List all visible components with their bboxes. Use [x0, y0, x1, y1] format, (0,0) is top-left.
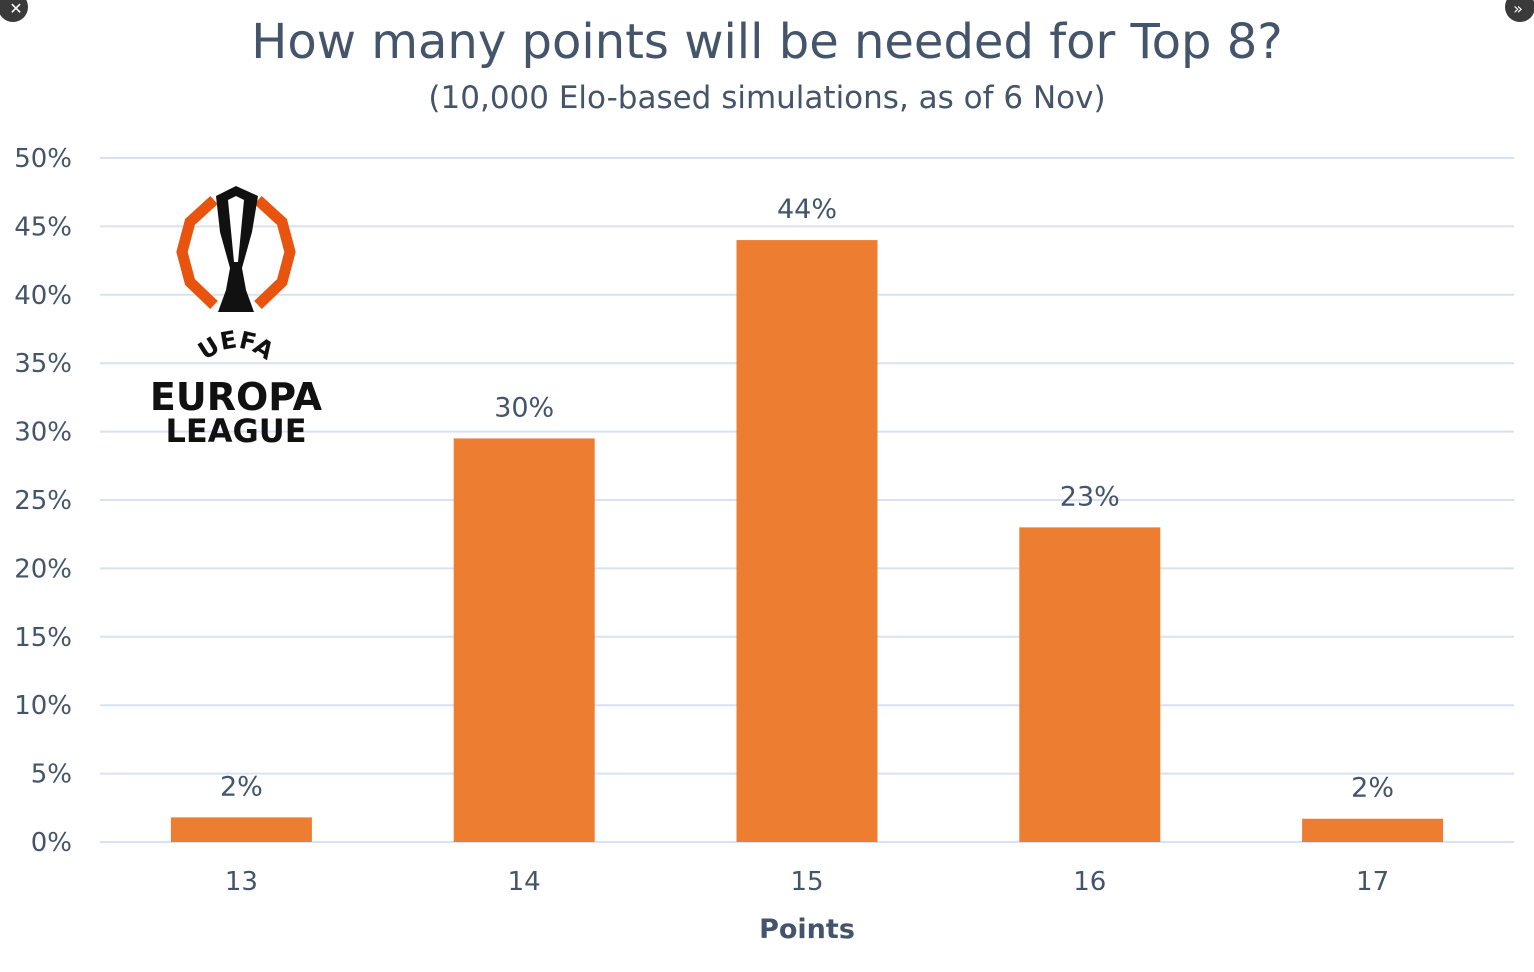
data-label-15: 44% — [777, 194, 837, 225]
bar-15 — [736, 240, 878, 842]
x-tick-label-16: 16 — [1073, 867, 1106, 897]
y-tick-label: 25% — [14, 486, 72, 516]
x-tick-label-14: 14 — [508, 867, 541, 897]
expand-button[interactable]: » — [1505, 0, 1534, 22]
logo-ring-right — [254, 195, 296, 309]
y-tick-label: 20% — [14, 554, 72, 584]
x-tick-label-15: 15 — [790, 867, 823, 897]
x-tick-label-17: 17 — [1356, 867, 1389, 897]
bar-13 — [170, 817, 312, 842]
data-label-13: 2% — [220, 771, 263, 802]
y-tick-label: 30% — [14, 418, 72, 448]
y-tick-label: 10% — [14, 691, 72, 721]
bars — [170, 240, 1444, 842]
y-tick-label: 45% — [14, 212, 72, 242]
x-axis-title: Points — [759, 914, 855, 945]
chart-subtitle: (10,000 Elo-based simulations, as of 6 N… — [428, 80, 1106, 116]
y-tick-label: 50% — [14, 144, 72, 174]
bar-16 — [1019, 527, 1161, 842]
logo-league-text: LEAGUE — [165, 412, 306, 450]
x-tick-label-13: 13 — [225, 867, 258, 897]
bar-17 — [1302, 818, 1444, 842]
y-tick-label: 5% — [31, 760, 72, 790]
y-axis-ticks: 0% 5% 10% 15% 20% 25% 30% 35% 40% 45% 50% — [14, 144, 72, 858]
y-tick-label: 15% — [14, 623, 72, 653]
data-labels: 2% 30% 44% 23% 2% — [220, 194, 1394, 804]
data-label-16: 23% — [1060, 481, 1120, 512]
logo-uefa-text: UEFA — [193, 325, 279, 365]
x-axis-ticks: 13 14 15 16 17 — [225, 867, 1389, 897]
logo-trophy-highlight — [228, 196, 244, 262]
y-tick-label: 35% — [14, 349, 72, 379]
close-button[interactable]: ✕ — [0, 0, 28, 22]
data-label-17: 2% — [1351, 773, 1394, 804]
logo-ring-left — [176, 195, 218, 309]
y-tick-label: 40% — [14, 281, 72, 311]
logo-europa-text: EUROPA — [150, 375, 323, 419]
data-label-14: 30% — [494, 392, 554, 423]
bar-14 — [453, 438, 595, 842]
chart-title: How many points will be needed for Top 8… — [251, 14, 1283, 70]
y-tick-label: 0% — [31, 828, 72, 858]
europa-league-logo: UEFA EUROPA LEAGUE — [150, 186, 323, 450]
